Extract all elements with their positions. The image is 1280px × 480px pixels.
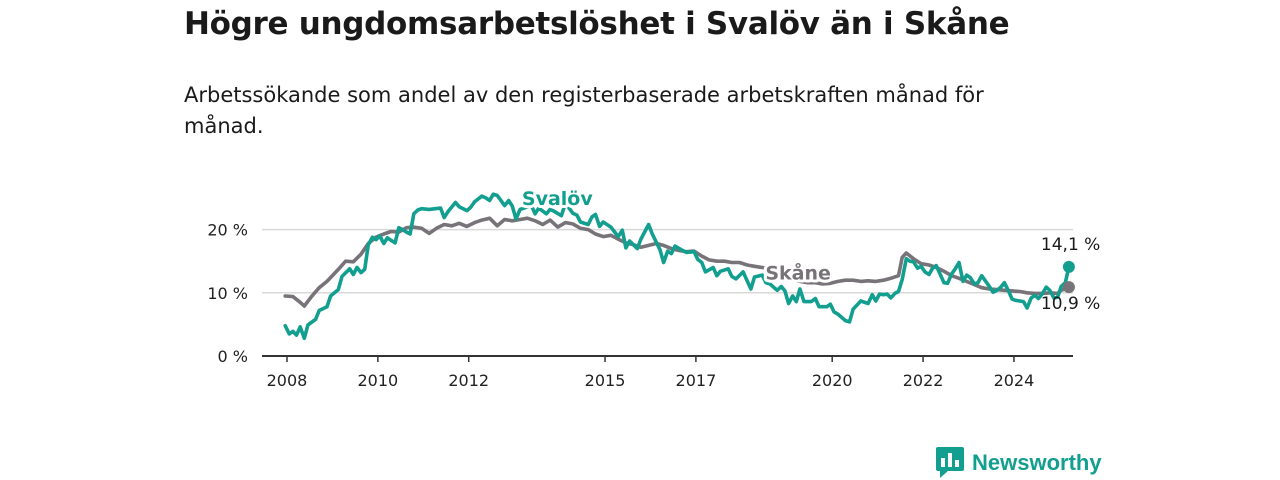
y-tick-label: 10 % bbox=[207, 284, 248, 303]
series-label-svalöv: Svalöv bbox=[522, 188, 593, 210]
end-point-svalöv bbox=[1062, 260, 1075, 273]
line-chart: 0 % 10 % 20 % 2008 2010 2012 2015 2017 2020 2022 2… bbox=[207, 185, 1101, 390]
bar-chart-speech-bubble-icon bbox=[936, 447, 964, 478]
series-line-svalöv bbox=[283, 192, 1071, 341]
end-point-skåne bbox=[1062, 281, 1075, 294]
x-tick-label: 2022 bbox=[903, 371, 944, 390]
y-tick-label: 0 % bbox=[218, 347, 248, 366]
x-tick-label: 2020 bbox=[812, 371, 853, 390]
series-label-halo: Skåne bbox=[765, 261, 831, 285]
y-tick-label: 20 % bbox=[207, 221, 248, 240]
end-label-skane: 10,9 % bbox=[1041, 294, 1100, 314]
series-label-halo: Svalöv bbox=[522, 188, 593, 210]
chart-subtitle: Arbetssökande som andel av den registerb… bbox=[184, 83, 984, 138]
x-tick-label: 2012 bbox=[448, 371, 489, 390]
brand-logo[interactable]: Newsworthy bbox=[936, 446, 1102, 480]
series-label-skåne: Skåne bbox=[765, 261, 831, 285]
x-tick-label: 2017 bbox=[676, 371, 717, 390]
end-label-svalov: 14,1 % bbox=[1041, 235, 1100, 255]
x-tick-label: 2010 bbox=[357, 371, 398, 390]
x-tick-label: 2024 bbox=[994, 371, 1035, 390]
chart-title: Högre ungdomsarbetslöshet i Svalöv än i … bbox=[184, 6, 1010, 42]
gridlines bbox=[262, 228, 1073, 294]
axes: 0 % 10 % 20 % 2008 2010 2012 2015 2017 2020 2022 2… bbox=[207, 221, 1073, 390]
x-tick-label: 2008 bbox=[267, 371, 308, 390]
brand-name: Newsworthy bbox=[972, 450, 1102, 475]
x-tick-label: 2015 bbox=[585, 371, 626, 390]
series-lines bbox=[283, 192, 1075, 341]
